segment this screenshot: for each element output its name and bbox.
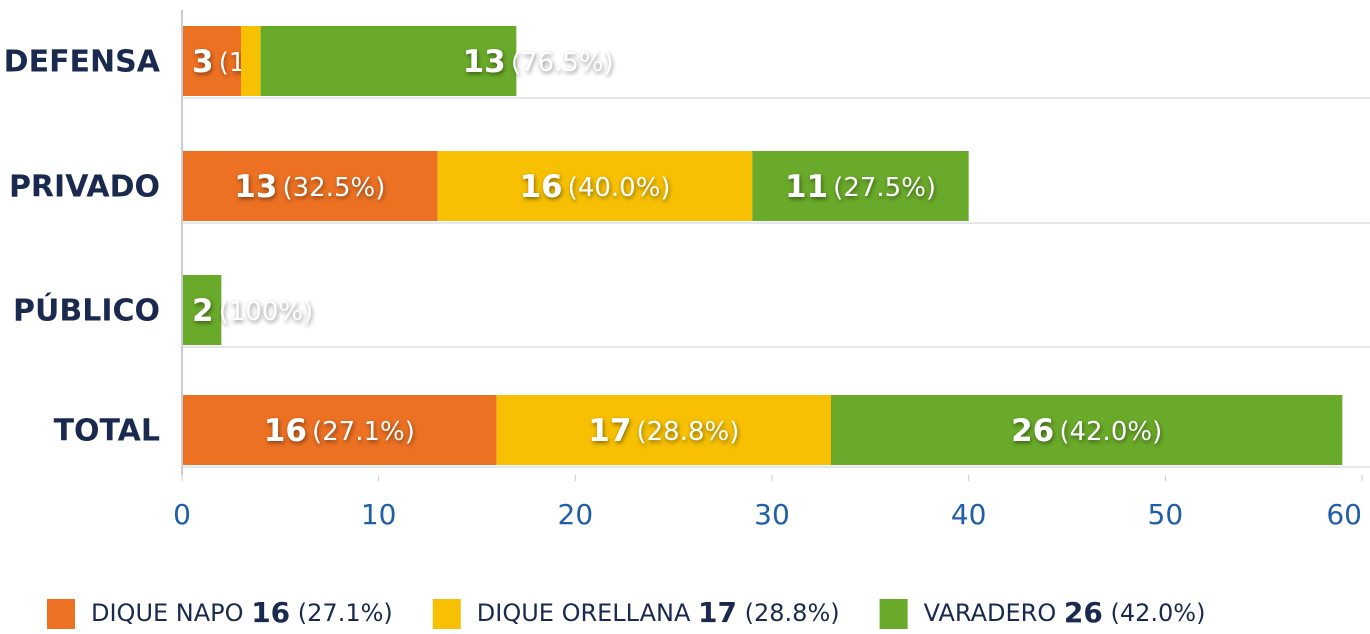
data-label-percent: (76.5%) xyxy=(511,48,614,78)
legend-entry: VARADERO 26 (42.0%) xyxy=(924,596,1206,629)
category-label: PÚBLICO xyxy=(13,292,160,329)
data-label-percent: (32.5%) xyxy=(283,173,386,203)
legend-percent: (28.8%) xyxy=(745,599,840,627)
legend-swatch xyxy=(47,599,75,629)
data-label-percent: (42.0%) xyxy=(1059,417,1162,447)
data-label: 16 (27.1%) xyxy=(264,413,415,449)
category-label: PRIVADO xyxy=(9,170,160,205)
data-label-value: 2 xyxy=(192,293,214,329)
bar-segment xyxy=(241,26,261,96)
bar-segment xyxy=(182,395,497,465)
data-label: 2 (100%) xyxy=(192,293,313,329)
data-label-value: 11 xyxy=(785,169,828,205)
legend-name: DIQUE NAPO xyxy=(91,599,244,627)
x-tick-label: 0 xyxy=(173,498,191,531)
legend-name: VARADERO xyxy=(924,599,1057,627)
bar-segment xyxy=(182,275,222,345)
legend-swatch xyxy=(879,599,908,629)
data-label: 13 (76.5%) xyxy=(463,44,614,80)
data-label-value: 16 xyxy=(519,169,562,205)
category-label: DEFENSA xyxy=(4,45,161,80)
bar-segment xyxy=(752,151,969,221)
legend-swatch xyxy=(432,599,461,629)
data-label-value: 13 xyxy=(234,169,277,205)
bar-segment xyxy=(182,26,241,96)
data-label-value: 3 xyxy=(192,44,214,80)
data-label-percent: (28.8%) xyxy=(637,417,740,447)
legend-total: 26 xyxy=(1064,596,1103,629)
data-label: 16 (40.0%) xyxy=(519,169,670,205)
legend-total: 17 xyxy=(698,596,737,629)
x-tick-label: 10 xyxy=(361,498,397,531)
legend-total: 16 xyxy=(251,596,290,629)
legend-name: DIQUE ORELLANA xyxy=(477,599,691,627)
data-label: 11 (27.5%) xyxy=(785,169,936,205)
data-label-value: 26 xyxy=(1011,413,1054,449)
bar-segment xyxy=(831,395,1343,465)
data-label-percent: (100%) xyxy=(219,297,314,327)
data-label: 17 (28.8%) xyxy=(588,413,739,449)
legend-percent: (42.0%) xyxy=(1111,599,1206,627)
data-label-value: 17 xyxy=(588,413,631,449)
data-label-value: 16 xyxy=(264,413,307,449)
x-tick-label: 50 xyxy=(1148,498,1184,531)
bar-segment xyxy=(260,26,517,96)
x-tick-label: 40 xyxy=(951,498,987,531)
data-label-percent: (27.5%) xyxy=(833,173,936,203)
legend-entry: DIQUE NAPO 16 (27.1%) xyxy=(91,596,393,629)
legend-entry: DIQUE ORELLANA 17 (28.8%) xyxy=(477,596,840,629)
data-label-percent: (27.1%) xyxy=(312,417,415,447)
data-label: 26 (42.0%) xyxy=(1011,413,1162,449)
data-label: 13 (32.5%) xyxy=(234,169,385,205)
bar-segment xyxy=(182,151,438,221)
x-tick-label: 20 xyxy=(558,498,594,531)
data-label-percent: (40.0%) xyxy=(568,173,671,203)
bar-segment xyxy=(496,395,831,465)
legend-percent: (27.1%) xyxy=(298,599,393,627)
bar-segment xyxy=(437,151,753,221)
category-label: TOTAL xyxy=(54,414,160,449)
x-tick-label: 30 xyxy=(754,498,790,531)
data-label-value: 13 xyxy=(463,44,506,80)
x-tick-label: 60 xyxy=(1326,498,1362,531)
